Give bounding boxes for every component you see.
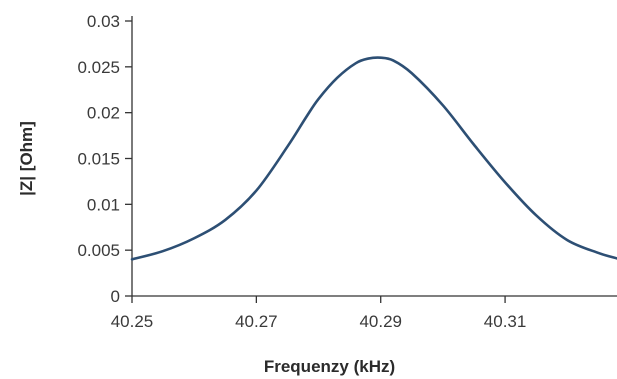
y-tick-label: 0.02 [87,104,120,123]
x-tick-label: 40.27 [235,312,278,331]
impedance-series-line [130,56,617,261]
y-tick-label: 0.03 [87,12,120,31]
y-tick-label: 0.01 [87,195,120,214]
x-axis-title: Frequenzy (kHz) [264,357,395,376]
x-tick-label: 40.25 [111,312,154,331]
x-axis: 40.25 40.27 40.29 40.31 [111,295,617,331]
y-axis: 0 0.005 0.01 0.015 0.02 0.025 0.03 [77,12,133,306]
plot-area [130,56,617,261]
y-tick-label: 0 [111,287,120,306]
y-tick-label: 0.005 [77,241,120,260]
x-tick-label: 40.29 [359,312,402,331]
y-tick-label: 0.015 [77,150,120,169]
y-tick-label: 0.025 [77,58,120,77]
y-axis-title: |Z| [Ohm] [17,121,36,196]
x-tick-label: 40.31 [484,312,527,331]
